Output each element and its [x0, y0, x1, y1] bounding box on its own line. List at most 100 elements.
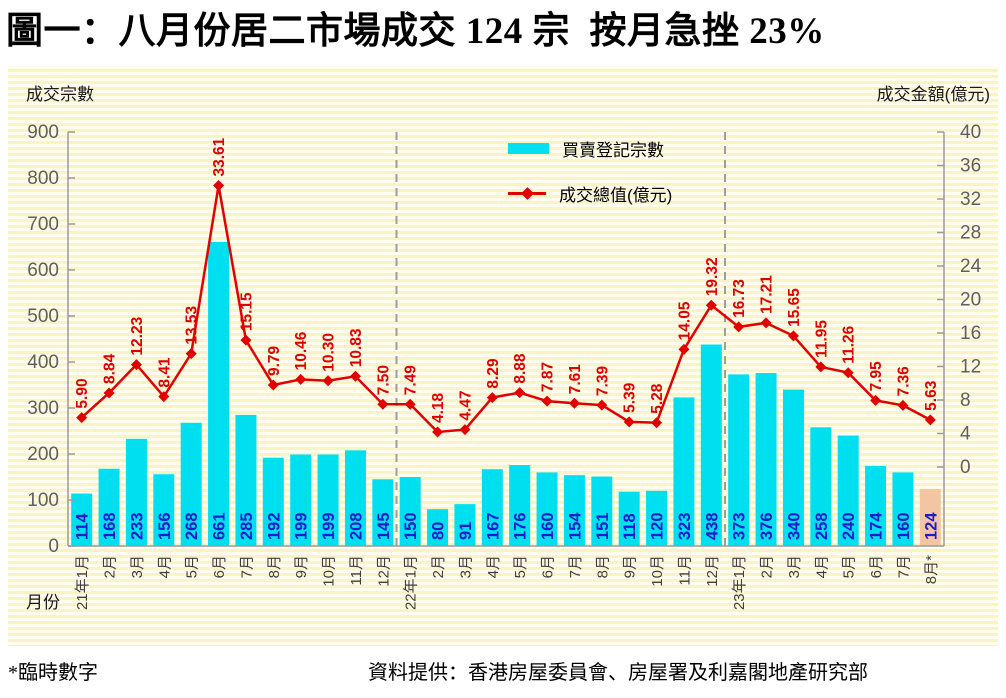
- x-axis-month-label: 8月: [266, 555, 283, 578]
- line-value-label: 4.18: [430, 392, 447, 423]
- bar-value-label: 199: [320, 512, 338, 540]
- line-point: [596, 399, 608, 411]
- bar-value-label: 120: [649, 512, 667, 540]
- bar-value-label: 240: [840, 512, 858, 540]
- left-axis-tick-label: 400: [27, 352, 59, 373]
- bar-value-label: 167: [484, 512, 502, 540]
- left-axis-tick-label: 900: [27, 122, 59, 143]
- line-point: [568, 397, 580, 409]
- x-axis-month-label: 22年1月: [403, 555, 420, 610]
- right-axis-tick-label: 20: [960, 290, 981, 311]
- line-series: [80, 185, 931, 434]
- bar: [290, 454, 312, 546]
- bar: [481, 469, 503, 546]
- bar: [810, 427, 832, 546]
- line-value-label: 8.29: [485, 358, 502, 389]
- x-axis-month-label: 4月: [156, 555, 173, 578]
- left-axis-tick-label: 600: [27, 260, 59, 281]
- x-axis-month-label: 6月: [868, 555, 885, 578]
- bar-value-label: 118: [621, 513, 639, 540]
- x-axis-month-label: 3月: [129, 555, 146, 578]
- line-point: [486, 392, 498, 404]
- line-value-label: 7.36: [895, 366, 912, 397]
- x-axis-title: 月份: [26, 593, 60, 612]
- right-axis-tick-label: 12: [960, 357, 981, 378]
- right-axis-tick-label: 28: [960, 223, 981, 244]
- bar: [919, 488, 941, 546]
- right-axis-tick-label: 24: [960, 256, 982, 277]
- line-value-label: 7.87: [540, 362, 557, 392]
- bar-value-label: 233: [128, 512, 146, 540]
- right-axis-tick-label: 36: [960, 156, 981, 177]
- bar: [262, 457, 284, 546]
- line-value-label: 5.90: [74, 378, 91, 408]
- line-value-label: 7.50: [375, 365, 392, 395]
- bar-value-label: 268: [183, 512, 201, 540]
- bar: [153, 474, 175, 546]
- x-axis-month-label: 5月: [512, 555, 529, 578]
- bar-value-label: 154: [566, 512, 584, 540]
- x-axis-month-label: 5月: [184, 555, 201, 578]
- bar: [427, 509, 449, 546]
- bar: [591, 476, 613, 546]
- line-value-label: 15.15: [238, 292, 255, 331]
- bar: [728, 374, 750, 546]
- bar-value-label: 150: [402, 512, 420, 540]
- line-value-label: 7.61: [567, 364, 584, 395]
- legend-label-line: 成交總值(億元): [559, 186, 673, 205]
- x-axis-month-label: 2月: [430, 555, 447, 578]
- line-value-label: 8.88: [512, 353, 529, 384]
- bar-value-label: 156: [156, 512, 174, 540]
- bar: [646, 490, 668, 546]
- bar-value-label: 151: [594, 512, 612, 540]
- left-axis-tick-label: 300: [27, 398, 59, 419]
- x-axis-month-label: 11月: [348, 555, 365, 586]
- line-value-label: 10.46: [293, 331, 310, 370]
- bar-value-label: 285: [238, 512, 256, 540]
- left-axis-tick-label: 700: [27, 214, 59, 235]
- line-value-label: 16.73: [731, 279, 748, 318]
- line-point: [432, 426, 444, 438]
- line-point: [651, 417, 663, 429]
- line-value-label: 9.79: [266, 345, 283, 376]
- bar-value-label: 376: [758, 512, 776, 540]
- x-axis-month-label: 11月: [676, 555, 693, 586]
- line-value-label: 10.83: [348, 328, 365, 367]
- bar-value-label: 80: [430, 522, 448, 540]
- line-series-swatch: [508, 187, 546, 200]
- x-axis-month-label: 3月: [786, 555, 803, 578]
- line-point: [103, 387, 115, 399]
- line-value-label: 8.41: [156, 357, 173, 388]
- left-axis-tick-label: 100: [27, 490, 59, 511]
- bar: [536, 472, 558, 546]
- bar: [454, 504, 476, 546]
- bar-value-label: 258: [813, 512, 831, 540]
- line-point: [158, 391, 170, 403]
- line-point: [897, 399, 909, 411]
- bar: [673, 397, 695, 546]
- line-point: [322, 375, 334, 387]
- x-axis-month-label: 4月: [485, 555, 502, 578]
- bar: [509, 465, 531, 546]
- line-point: [349, 370, 361, 382]
- left-axis-title: 成交宗數: [26, 85, 94, 104]
- line-value-label: 5.39: [622, 382, 639, 413]
- bar: [865, 465, 887, 546]
- x-axis-month-label: 4月: [813, 555, 830, 578]
- bar-value-label: 176: [512, 512, 530, 540]
- x-axis-month-label: 7月: [895, 555, 912, 578]
- chart-canvas: 114 168 233 156 268 661 285 192 199 199 208 145 150 8…: [27, 122, 982, 610]
- right-axis-tick-label: 4: [960, 424, 971, 445]
- bar: [208, 241, 230, 546]
- x-axis-month-label: 7月: [567, 555, 584, 578]
- line-point: [514, 387, 526, 399]
- line-point: [842, 367, 854, 379]
- line-value-label: 7.95: [868, 361, 885, 392]
- left-axis-tick-label: 0: [48, 536, 59, 557]
- bar: [372, 479, 394, 546]
- bar: [235, 414, 257, 546]
- line-value-label: 33.61: [211, 137, 228, 176]
- x-axis-month-label: 10月: [321, 555, 338, 587]
- bar-value-label: 124: [922, 512, 940, 540]
